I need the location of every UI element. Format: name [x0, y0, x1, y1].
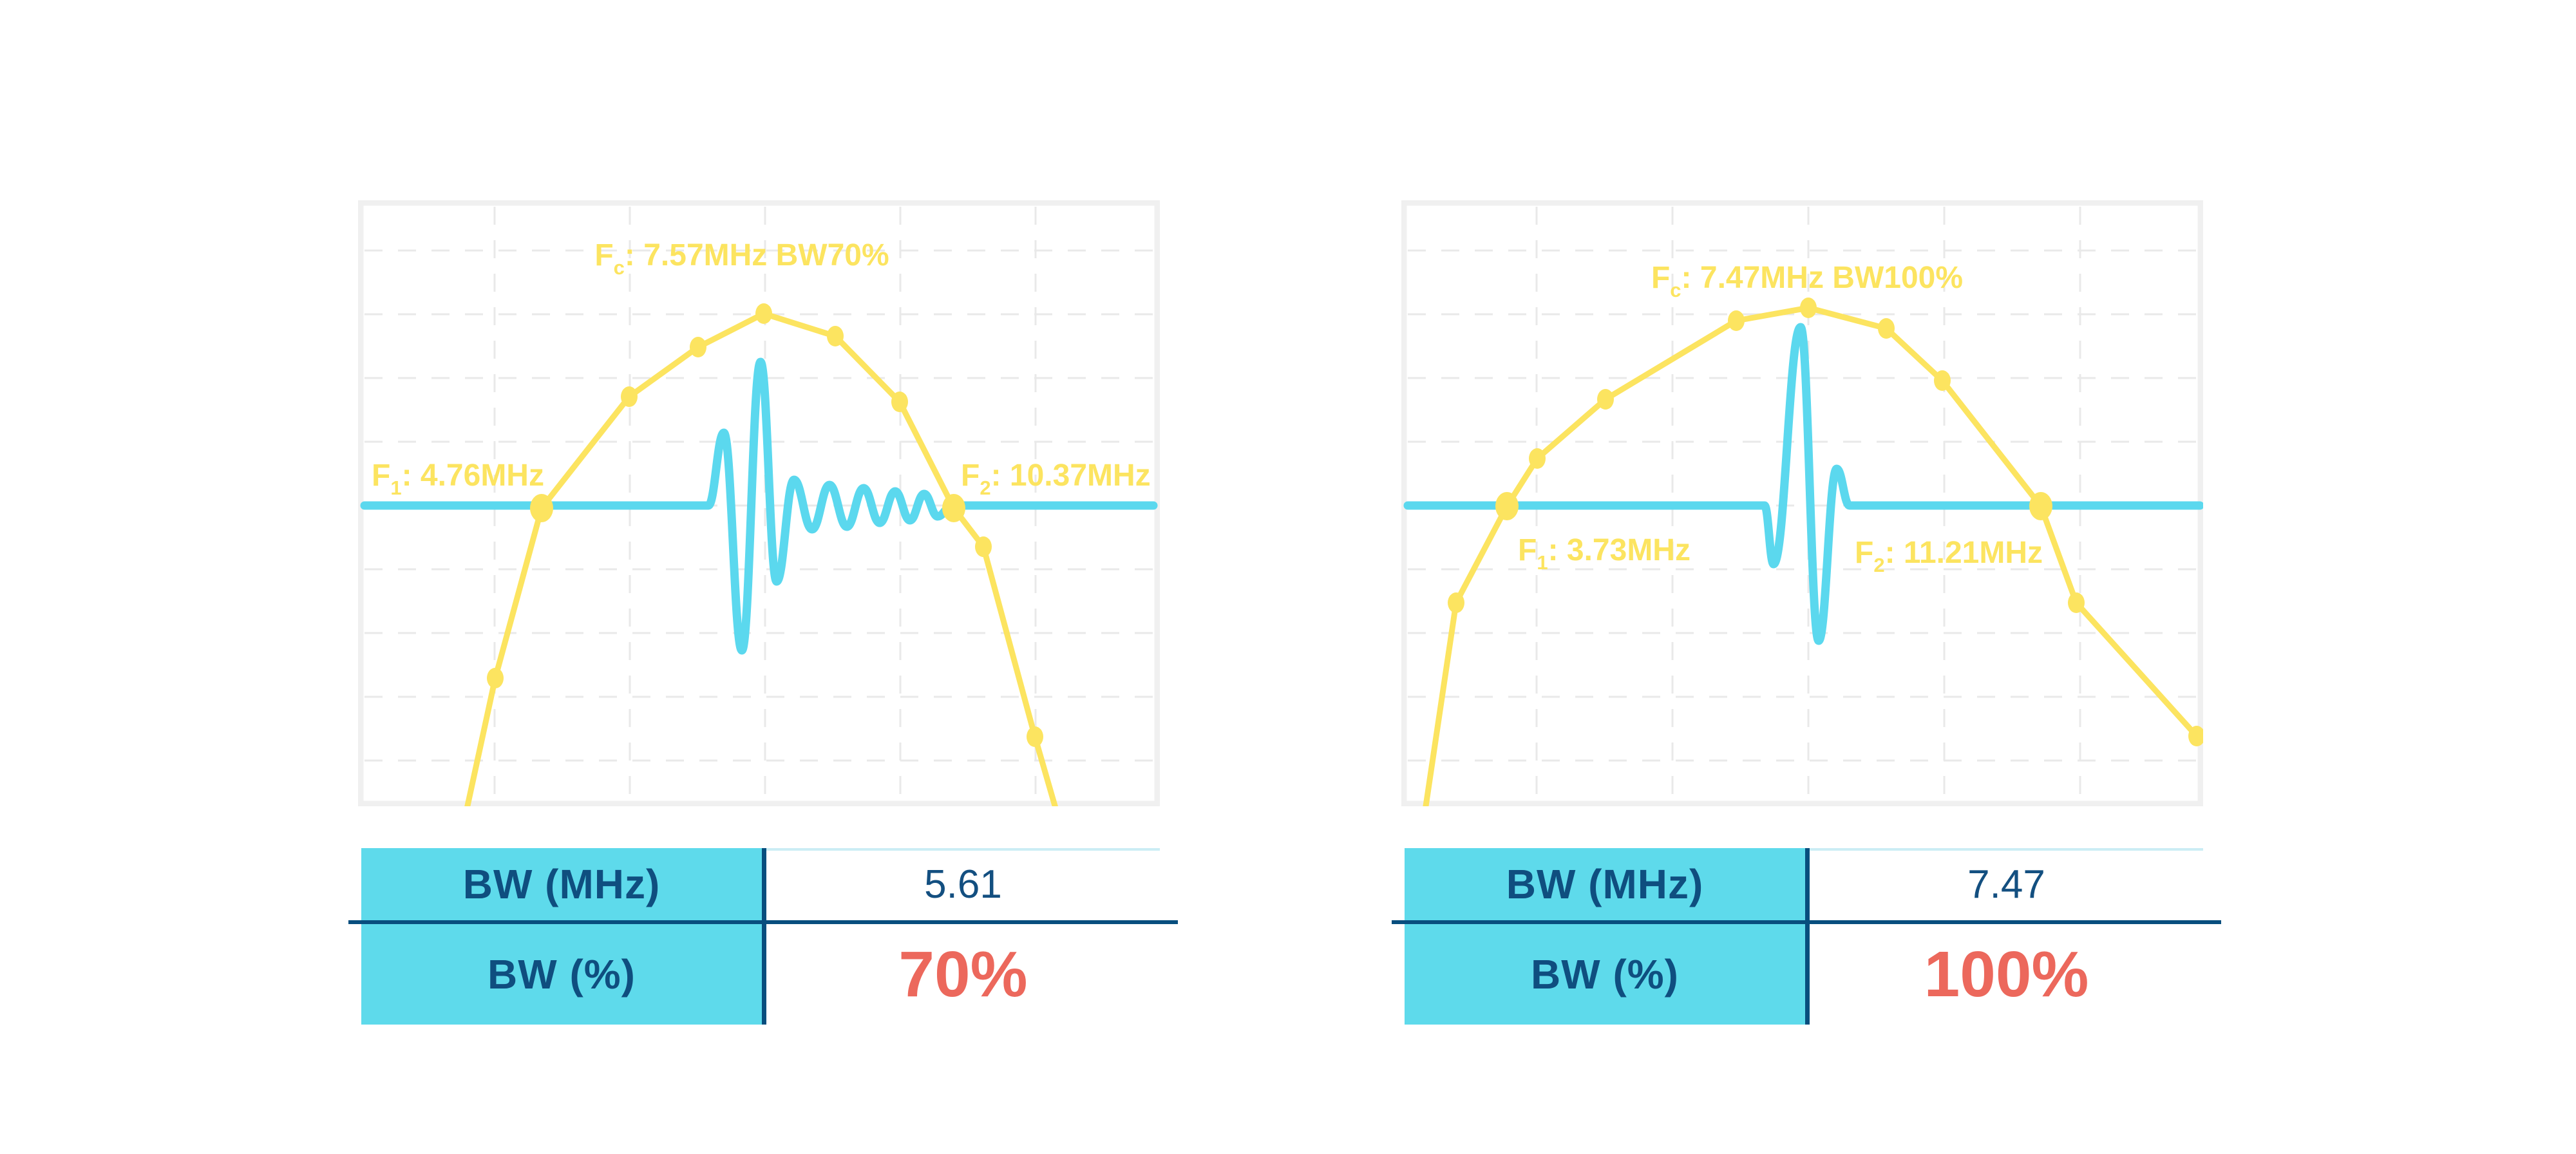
bw-mhz-label: BW (MHz) [1405, 848, 1805, 920]
spectrum-marker [1800, 298, 1817, 318]
spectrum-marker [1934, 370, 1951, 391]
table-column-divider [1805, 848, 1810, 1025]
pulse-waveform [1403, 323, 2203, 645]
spectrum-curve [464, 310, 1058, 806]
spectrum-marker [755, 303, 772, 324]
annotation-f2: F2: 10.37MHz [961, 459, 1151, 499]
bw-percent-value: 70% [766, 924, 1160, 1025]
spectrum-curve [1423, 305, 2200, 806]
spectrum-marker [891, 392, 908, 412]
bandwidth-crossing-marker [1495, 492, 1519, 520]
annotation-f2: F2: 11.21MHz [1855, 536, 2043, 576]
spectrum-chart-broadband: Fc: 7.47MHz BW100% F1: 3.73MHz F2: 11.21MH… [1401, 200, 2203, 806]
annotation-fc: Fc: 7.47MHz BW100% [1651, 261, 1963, 301]
spectrum-marker [487, 668, 504, 688]
bandwidth-crossing-marker [530, 494, 553, 522]
bandwidth-crossing-marker [942, 494, 965, 522]
spectrum-marker [1027, 726, 1043, 747]
bw-table-broadband: BW (MHz) 7.47 BW (%) 100% [1392, 848, 2221, 1025]
value-column-top-border [1810, 848, 2203, 851]
spectrum-marker [1878, 318, 1895, 339]
bw-percent-value: 100% [1810, 924, 2203, 1025]
bw-table-narrowband: BW (MHz) 5.61 BW (%) 70% [348, 848, 1178, 1025]
table-column-divider [762, 848, 766, 1025]
spectrum-marker [1448, 592, 1464, 613]
spectrum-marker [1728, 310, 1745, 331]
spectrum-marker [690, 337, 706, 357]
spectrum-marker [975, 536, 992, 557]
spectrum-marker [827, 326, 844, 346]
annotation-fc: Fc: 7.57MHz BW70% [594, 238, 889, 279]
spectrum-marker [1597, 389, 1614, 410]
bw-mhz-value: 5.61 [766, 848, 1160, 920]
annotation-f1: F1: 4.76MHz [372, 459, 544, 499]
spectrum-marker [621, 386, 638, 407]
bw-mhz-label: BW (MHz) [361, 848, 762, 920]
table-row-divider [348, 920, 1178, 924]
value-column-top-border [766, 848, 1160, 851]
table-row-divider [1392, 920, 2221, 924]
bandwidth-crossing-marker [2029, 492, 2052, 520]
annotation-f1: F1: 3.73MHz [1518, 533, 1690, 574]
spectrum-marker [2188, 726, 2203, 746]
spectrum-chart-narrowband: Fc: 7.57MHz BW70% F1: 4.76MHz F2: 10.37MHz [358, 200, 1160, 806]
bw-percent-label: BW (%) [361, 924, 762, 1025]
pulse-waveform [360, 357, 1158, 655]
spectrum-marker [2068, 592, 2085, 613]
spectrum-marker [1529, 448, 1546, 469]
bw-mhz-value: 7.47 [1810, 848, 2203, 920]
bw-percent-label: BW (%) [1405, 924, 1805, 1025]
